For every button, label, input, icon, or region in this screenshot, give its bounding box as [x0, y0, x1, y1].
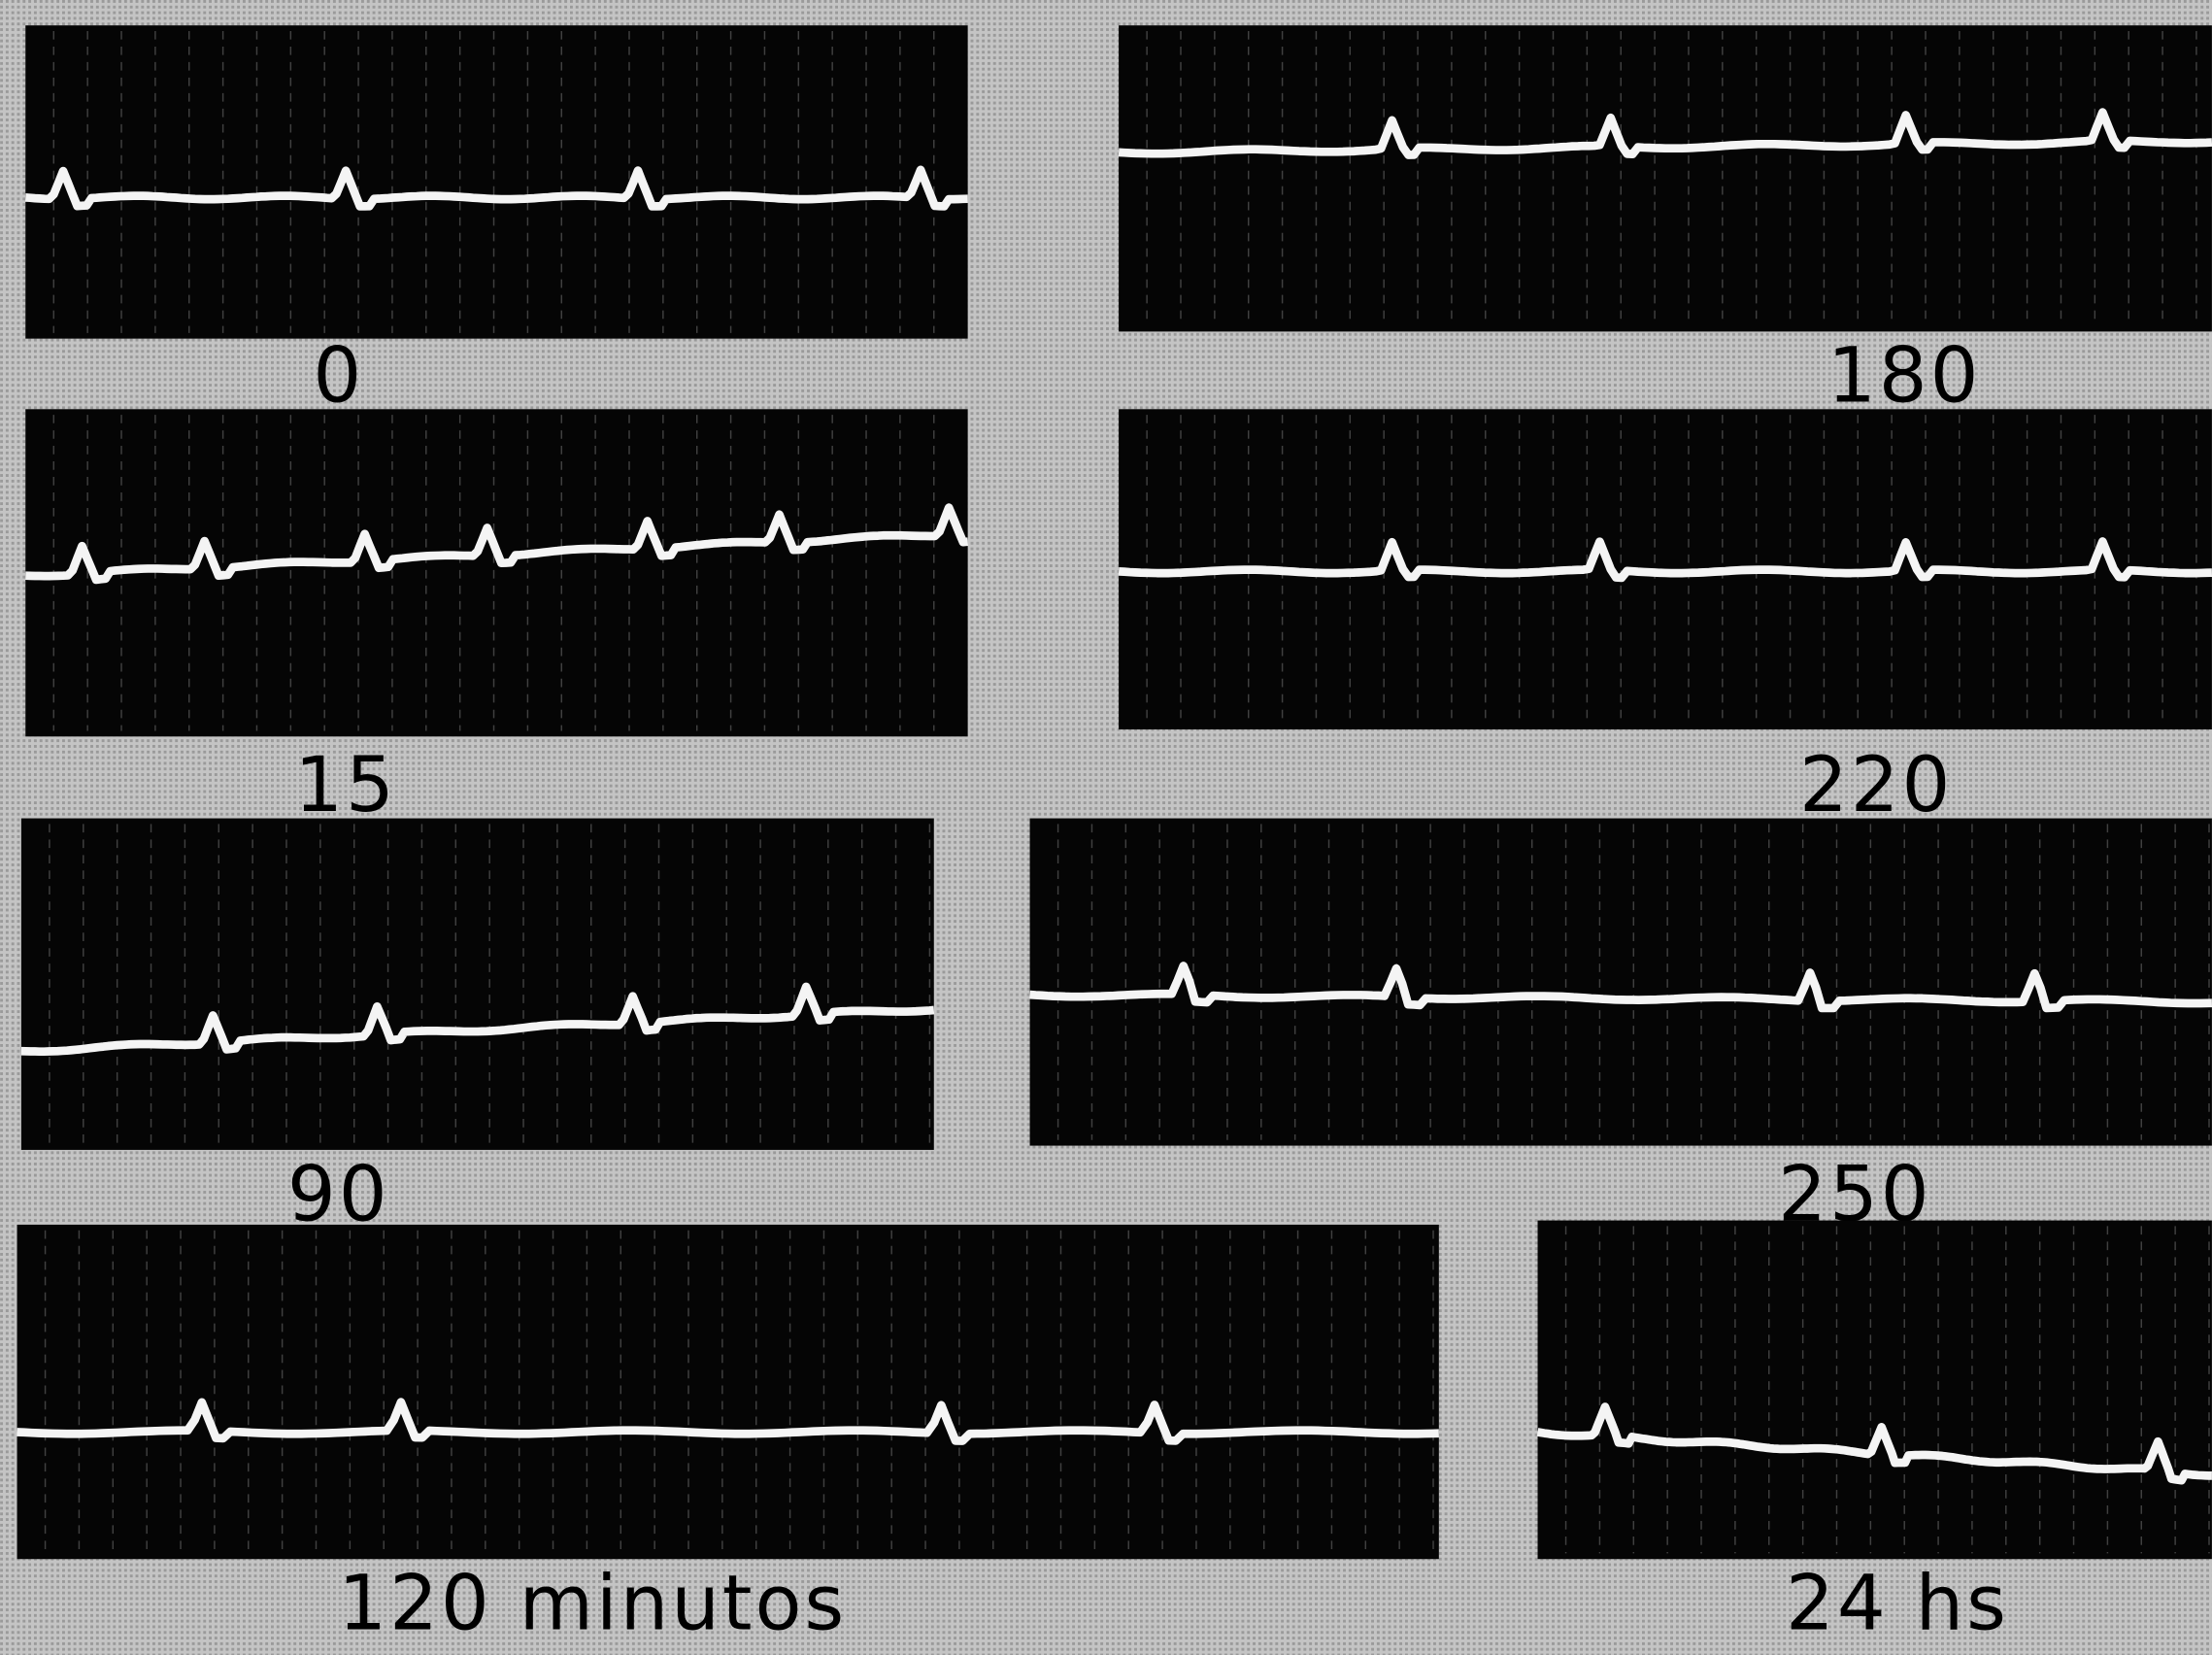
panel-background: [20, 818, 934, 1150]
ecg-trace: [24, 165, 968, 211]
panel-label: 120 minutos: [338, 1560, 847, 1648]
ecg-panel: [20, 818, 935, 1150]
ecg-trace: [1118, 537, 2212, 583]
ecg-panel: [1118, 25, 2212, 332]
ecg-panel: [1536, 1220, 2212, 1560]
ecg-trace: [17, 1398, 1439, 1445]
ecg-panel: [1029, 818, 2212, 1146]
ecg-trace: [20, 982, 935, 1057]
panel-label: 220: [1799, 741, 1953, 829]
ecg-panel: [24, 25, 968, 339]
ecg-trace: [25, 503, 969, 585]
panel-label: 15: [294, 741, 397, 829]
ecg-trace: [1029, 962, 2212, 1013]
panel-background: [1537, 1220, 2212, 1560]
ecg-panel: [1118, 409, 2212, 730]
panel-label: 0: [313, 332, 364, 421]
panel-label: 24 hs: [1786, 1560, 2009, 1648]
panel-label: 90: [287, 1150, 390, 1238]
ecg-panel: [17, 1224, 1439, 1560]
ecg-panel: [25, 409, 969, 737]
panel-background: [17, 1224, 1439, 1560]
panel-background: [1119, 25, 2212, 332]
ecg-trace: [1536, 1402, 2212, 1485]
panel-label: 180: [1827, 332, 1981, 421]
ecg-trace: [1118, 108, 2212, 159]
panel-background: [25, 25, 968, 339]
